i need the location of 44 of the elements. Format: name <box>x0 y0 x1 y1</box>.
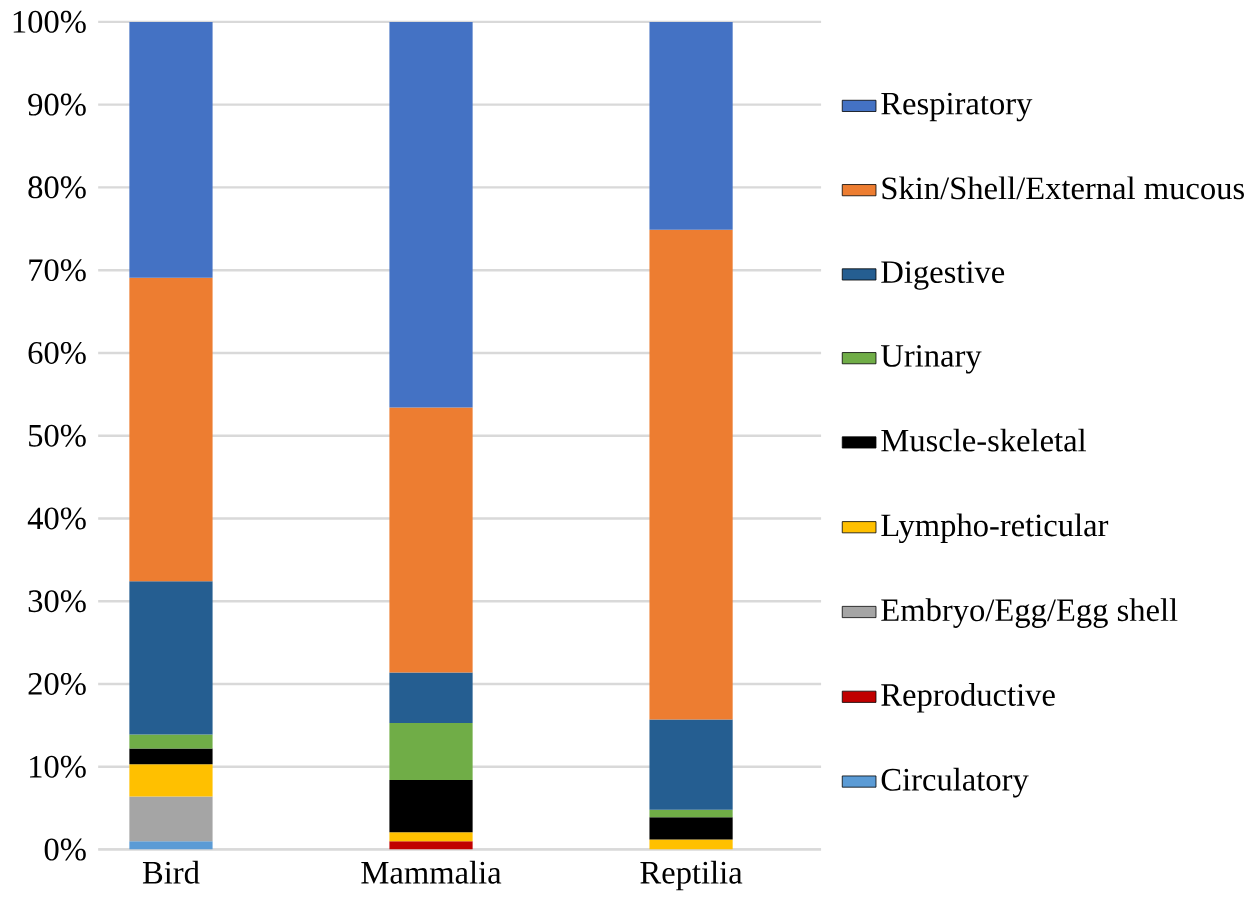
bar <box>129 21 213 278</box>
bar <box>129 277 213 582</box>
y-tick-label: 0% <box>44 838 86 861</box>
bar <box>649 809 733 818</box>
bar <box>649 21 733 230</box>
bar <box>389 779 473 833</box>
bar <box>389 832 473 842</box>
bar <box>389 841 473 850</box>
legend-label: Reproductive <box>881 682 1055 713</box>
legend-label: Digestive <box>881 261 1005 290</box>
bar <box>389 672 473 723</box>
x-tick-label: Mammalia <box>361 860 502 884</box>
bar <box>389 407 473 673</box>
bar <box>129 734 213 749</box>
bar <box>129 796 213 842</box>
y-tick-label: 90% <box>28 93 86 116</box>
bar <box>649 229 733 720</box>
bar <box>649 719 733 810</box>
bar <box>389 21 473 408</box>
x-tick-label: Reptilia <box>640 860 743 891</box>
bar <box>129 764 213 797</box>
y-tick-label: 80% <box>28 176 86 199</box>
y-tick-label: 100% <box>13 10 86 33</box>
bar <box>649 817 733 840</box>
x-tick-label: Bird <box>142 860 200 884</box>
legend-label: Lympho-reticular <box>881 513 1109 544</box>
y-tick-label: 50% <box>29 424 86 447</box>
legend-label: Respiratory <box>881 92 1033 122</box>
bar <box>129 581 213 735</box>
y-tick-label: 70% <box>29 259 86 282</box>
bar <box>389 722 473 780</box>
legend-label: Circulatory <box>881 767 1029 798</box>
bar <box>649 839 733 850</box>
y-tick-label: 10% <box>30 755 86 778</box>
legend-label: Muscle-skeletal <box>881 428 1087 452</box>
y-tick-label: 20% <box>28 672 86 695</box>
y-tick-label: 40% <box>27 507 86 530</box>
y-tick-label: 60% <box>28 341 86 364</box>
bar <box>129 841 213 850</box>
legend-label: Embryo/Egg/Egg shell <box>881 598 1178 628</box>
legend-label: Skin/Shell/External mucous <box>882 176 1244 200</box>
bar <box>129 748 213 765</box>
y-tick-label: 30% <box>28 590 86 613</box>
legend-label: Urinary <box>881 344 982 374</box>
